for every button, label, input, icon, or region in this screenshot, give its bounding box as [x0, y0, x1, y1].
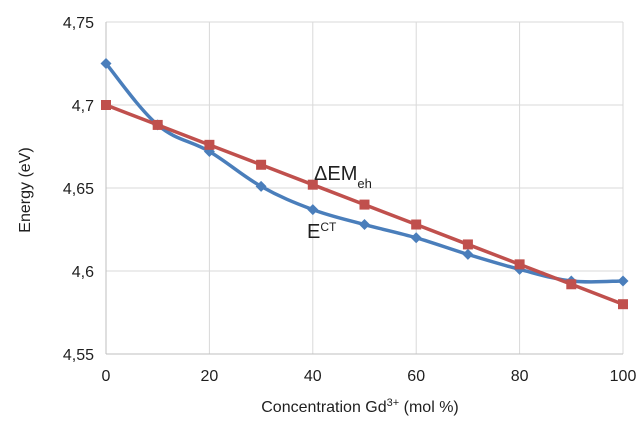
series-diamond	[100, 58, 629, 287]
series-label-ect-superscript: CT	[320, 220, 337, 234]
axes: 4,55 4,6 4,65 4,7 4,75 0 20 40 60 80 100	[63, 15, 637, 385]
series-label-delta-em: ΔEMeh	[314, 163, 372, 191]
data-point-square	[307, 179, 318, 190]
data-point-square	[618, 299, 628, 310]
series-label-delta-em-main: ΔEM	[314, 163, 357, 185]
data-point-square	[566, 279, 577, 290]
data-point-square	[462, 239, 473, 250]
series-label-ect: ECT	[307, 220, 337, 243]
data-point-diamond	[617, 275, 629, 287]
series	[100, 58, 629, 310]
data-point-square	[204, 139, 215, 150]
data-point-diamond	[462, 248, 474, 260]
x-tick-label: 40	[304, 368, 322, 385]
x-tick-label: 0	[102, 368, 111, 385]
x-axis-label-tail: (mol %)	[399, 399, 459, 416]
x-axis-label-superscript: 3+	[387, 397, 400, 409]
y-tick-label: 4,7	[72, 98, 94, 115]
x-axis-label-main: Concentration Gd	[261, 399, 386, 416]
data-point-diamond	[410, 232, 422, 244]
series-label-delta-em-subscript: eh	[357, 176, 371, 191]
series-label-ect-main: E	[307, 221, 320, 243]
data-point-diamond	[255, 180, 267, 192]
x-tick-label: 20	[201, 368, 219, 385]
labels: Energy (eV) Concentration Gd3+ (mol %) Δ…	[17, 147, 459, 416]
y-tick-label: 4,75	[63, 15, 94, 32]
data-point-diamond	[307, 204, 319, 216]
data-point-square	[514, 259, 525, 270]
data-point-square	[256, 159, 267, 170]
data-point-square	[359, 199, 370, 210]
series-square	[101, 100, 628, 310]
data-point-square	[152, 119, 163, 130]
y-tick-label: 4,55	[63, 347, 94, 364]
y-axis-label: Energy (eV)	[17, 147, 34, 232]
x-axis-label: Concentration Gd3+ (mol %)	[261, 397, 459, 416]
y-tick-label: 4,65	[63, 181, 94, 198]
x-tick-label: 80	[511, 368, 529, 385]
x-tick-label: 100	[610, 368, 637, 385]
x-tick-label: 60	[407, 368, 425, 385]
data-point-diamond	[100, 58, 112, 69]
data-point-diamond	[359, 219, 370, 231]
data-point-square	[411, 219, 422, 230]
y-tick-label: 4,6	[72, 264, 94, 281]
data-point-square	[101, 100, 111, 110]
